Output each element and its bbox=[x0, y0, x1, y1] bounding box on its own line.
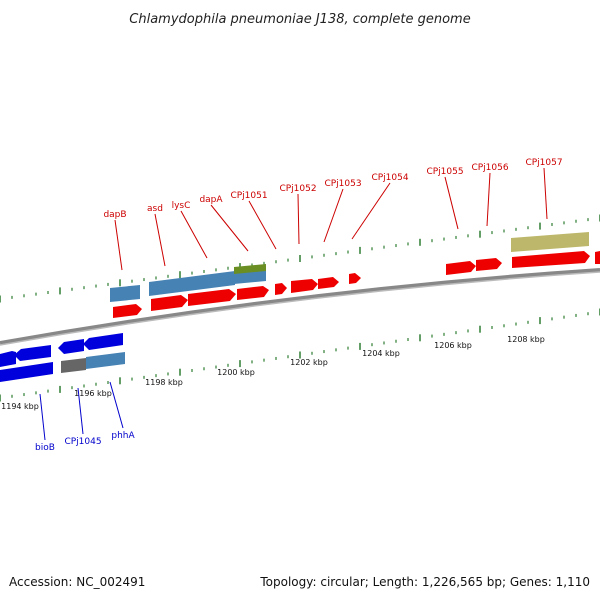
gene-leader-line bbox=[77, 387, 84, 435]
gene-leader-line bbox=[323, 188, 344, 243]
tick-label: 1198 kbp bbox=[145, 378, 183, 387]
accession-text: Accession: NC_002491 bbox=[9, 575, 145, 589]
gene-leader-line bbox=[297, 193, 300, 245]
feature-block-asd-lysc bbox=[149, 271, 235, 296]
cds-arrow-cpj1053 bbox=[318, 277, 339, 289]
gene-leader-line bbox=[543, 167, 548, 220]
reverse-cds bbox=[0, 333, 125, 382]
tick-label: 1208 kbp bbox=[507, 335, 545, 344]
tick-label: 1204 kbp bbox=[362, 349, 400, 358]
cds-arrow-rev-3 bbox=[58, 339, 84, 354]
cds-arrow-cpj1055 bbox=[446, 261, 476, 275]
gene-leader-line bbox=[114, 219, 123, 271]
gene-label-top[interactable]: asd bbox=[147, 204, 163, 214]
forward-cds bbox=[113, 251, 600, 318]
genome-backbone bbox=[0, 268, 600, 345]
cds-arrow-asd bbox=[151, 295, 188, 311]
genome-summary-text: Topology: circular; Length: 1,226,565 bp… bbox=[259, 575, 590, 589]
gene-label-top[interactable]: CPj1053 bbox=[324, 179, 361, 189]
gene-label-top[interactable]: dapA bbox=[199, 195, 223, 205]
gene-label-bottom[interactable]: CPj1045 bbox=[64, 437, 101, 447]
tick-label: 1200 kbp bbox=[217, 368, 255, 377]
tick-label: 1202 kbp bbox=[290, 358, 328, 367]
gene-label-top[interactable]: CPj1054 bbox=[371, 173, 408, 183]
gene-label-top[interactable]: CPj1051 bbox=[230, 191, 267, 201]
map-title: Chlamydophila pneumoniae J138, complete … bbox=[129, 12, 470, 27]
gene-label-top[interactable]: CPj1055 bbox=[426, 167, 463, 177]
genome-backbone-shade bbox=[0, 271, 600, 346]
gene-leader-line bbox=[248, 200, 277, 250]
gene-label-bottom[interactable]: phhA bbox=[111, 431, 135, 441]
gene-leader-line bbox=[444, 176, 459, 230]
cds-arrow-dapb bbox=[113, 304, 142, 318]
gene-label-top[interactable]: dapB bbox=[103, 210, 126, 220]
gene-leader-line bbox=[486, 172, 491, 227]
feature-block-phha bbox=[86, 352, 125, 369]
feature-block-cpj1057 bbox=[511, 232, 589, 252]
cds-arrow-biob bbox=[0, 362, 53, 382]
gene-label-top[interactable]: CPj1057 bbox=[525, 158, 562, 168]
gene-leader-line bbox=[180, 210, 208, 259]
cds-arrow-rev-1 bbox=[0, 351, 16, 367]
gene-label-top[interactable]: CPj1052 bbox=[279, 184, 316, 194]
tick-ring-bottom bbox=[0, 308, 600, 402]
cds-arrow-cpj1054 bbox=[349, 273, 361, 284]
cds-arrow-cpj1052 bbox=[291, 279, 318, 293]
feature-block-cpj1045 bbox=[61, 358, 86, 373]
gene-leader-line bbox=[351, 182, 391, 240]
cds-arrow-cpj1051 bbox=[275, 283, 287, 295]
cds-arrow-rev-4 bbox=[83, 333, 123, 350]
gene-label-bottom[interactable]: bioB bbox=[35, 443, 55, 453]
cds-arrow-cpj1057 bbox=[512, 251, 590, 268]
gene-labels-bottom: bioB CPj1045 phhA bbox=[35, 381, 135, 453]
gene-leader-line bbox=[109, 381, 124, 429]
cds-arrow-cpj1056 bbox=[476, 258, 502, 271]
cds-arrow-lysc bbox=[188, 289, 236, 306]
cds-arrow-rev-2 bbox=[14, 345, 51, 361]
tick-labels: 1194 kbp 1196 kbp 1198 kbp 1200 kbp 1202 kbp… bbox=[1, 335, 545, 411]
cds-arrow-dapa bbox=[237, 286, 269, 300]
gene-label-top[interactable]: CPj1056 bbox=[471, 163, 508, 173]
tick-label: 1196 kbp bbox=[74, 389, 112, 398]
tick-label: 1194 kbp bbox=[1, 402, 39, 411]
gene-leader-line bbox=[154, 213, 166, 267]
feature-block-dapa-blue bbox=[234, 271, 266, 284]
feature-block-dapb bbox=[110, 285, 140, 302]
gene-labels-top: dapB asd lysC dapA CPj1051 CPj1052 CPj1053 CPj1… bbox=[103, 158, 563, 271]
forward-features bbox=[110, 232, 589, 302]
gene-leader-line bbox=[210, 204, 249, 252]
gene-label-top[interactable]: lysC bbox=[172, 201, 191, 211]
gene-leader-line bbox=[39, 393, 46, 441]
cds-arrow-edge bbox=[595, 251, 600, 264]
tick-label: 1206 kbp bbox=[434, 341, 472, 350]
